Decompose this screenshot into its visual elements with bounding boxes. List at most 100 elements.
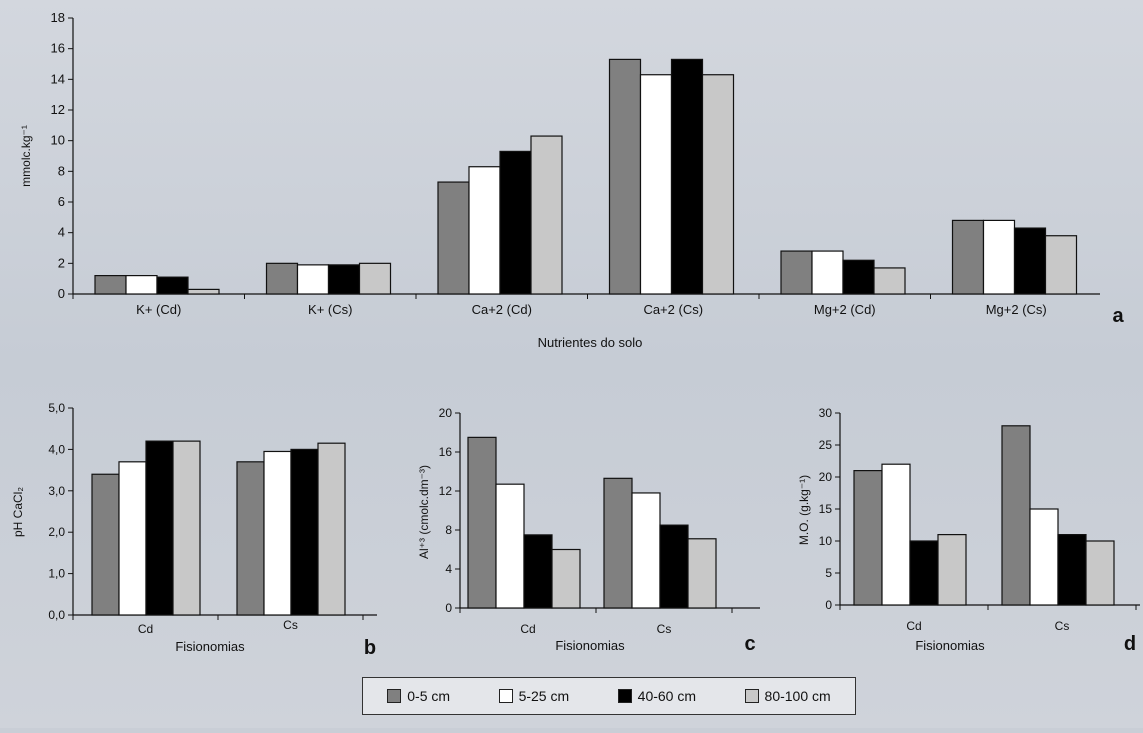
y-tick-label: 25 (819, 438, 833, 452)
legend-label: 80-100 cm (764, 688, 831, 704)
panel-label: b (364, 637, 376, 659)
bar (530, 135, 563, 295)
legend-label: 40-60 cm (637, 688, 697, 704)
y-axis-label: pH CaCl₂ (11, 487, 25, 537)
bar (317, 442, 346, 616)
bar (499, 150, 532, 295)
bar (659, 524, 689, 609)
bar (670, 58, 704, 295)
bar (118, 461, 147, 616)
y-axis-label: M.O. (g.kg⁻¹) (797, 475, 811, 545)
bar (701, 74, 735, 295)
x-axis-label: Fisionomias (175, 639, 245, 654)
bar (811, 250, 844, 295)
y-tick-label: 10 (51, 133, 65, 148)
legend-item: 40-60 cm (617, 688, 697, 704)
x-tick-label: K+ (Cd) (136, 302, 181, 317)
y-tick-label: 20 (439, 406, 453, 420)
bar (290, 448, 319, 616)
bar (603, 477, 633, 609)
bar (523, 534, 553, 609)
bar (1044, 235, 1078, 295)
x-tick-label: Cd (520, 622, 535, 636)
x-tick-label: Ca+2 (Cs) (643, 302, 703, 317)
y-tick-label: 16 (51, 41, 65, 56)
bar (468, 166, 501, 295)
bar (265, 262, 299, 295)
y-axis-label: mmolc.kg⁻¹ (19, 125, 33, 187)
bar (780, 250, 813, 295)
bar (145, 440, 174, 616)
bar (937, 533, 967, 606)
bar (1001, 425, 1031, 606)
y-tick-label: 0 (445, 601, 452, 615)
y-tick-label: 1,0 (48, 567, 65, 581)
bar (1057, 533, 1087, 606)
bar (172, 440, 201, 616)
y-axis-label: Al⁺³ (cmolc.dm⁻³) (417, 465, 431, 559)
legend-item: 5-25 cm (498, 688, 570, 704)
bar (156, 276, 189, 295)
x-tick-label: Mg+2 (Cd) (814, 302, 876, 317)
bar (1029, 508, 1059, 606)
chart-panel-b: 0,0 1,0 2,0 3,0 4,0 5,0 Cd Cs Fisionomias pH CaCl… (11, 401, 377, 659)
y-tick-label: 0 (58, 286, 65, 301)
legend-item: 80-100 cm (744, 688, 831, 704)
legend-swatch (498, 689, 513, 703)
y-tick-label: 8 (445, 523, 452, 537)
bar (873, 267, 906, 295)
bar (842, 259, 875, 295)
bar (437, 181, 470, 295)
legend: 0-5 cm 5-25 cm 40-60 cm 80-100 cm (362, 677, 856, 715)
y-tick-label: 30 (819, 406, 833, 420)
bar (296, 264, 330, 295)
bar (909, 540, 939, 606)
bar (853, 470, 883, 606)
x-tick-label: Ca+2 (Cd) (472, 302, 532, 317)
y-tick-label: 12 (51, 102, 65, 117)
legend-label: 5-25 cm (518, 688, 570, 704)
y-tick-label: 3,0 (48, 484, 65, 498)
bar (608, 58, 642, 295)
x-axis-label: Fisionomias (915, 638, 985, 653)
x-tick-label: Cs (283, 618, 298, 632)
legend-swatch (387, 689, 402, 703)
y-tick-label: 5 (825, 566, 832, 580)
bar (495, 483, 525, 609)
bar (687, 538, 717, 609)
y-tick-label: 10 (819, 534, 833, 548)
y-tick-label: 0 (825, 598, 832, 612)
bar (881, 463, 911, 606)
y-tick-label: 4,0 (48, 442, 65, 456)
y-tick-label: 0,0 (48, 608, 65, 622)
x-tick-label: K+ (Cs) (308, 302, 352, 317)
chart-panel-d: 0 5 10 15 20 25 30 Cd Cs Fisionomias M.O. (g.kg⁻¹)… (797, 406, 1140, 655)
panel-label: c (744, 633, 755, 655)
bar (551, 548, 581, 609)
bar (467, 436, 497, 609)
bar (125, 275, 158, 295)
bar (358, 262, 392, 295)
x-tick-label: Cd (906, 619, 921, 633)
legend-label: 0-5 cm (407, 688, 451, 704)
bar (982, 219, 1016, 295)
y-tick-label: 5,0 (48, 401, 65, 415)
y-tick-label: 6 (58, 194, 65, 209)
bar (91, 473, 120, 616)
bar (631, 492, 661, 609)
x-axis-label: Nutrientes do solo (538, 335, 643, 350)
bar (1013, 227, 1047, 295)
x-axis-label: Fisionomias (555, 638, 625, 653)
x-tick-label: Cd (138, 622, 153, 636)
y-tick-label: 4 (445, 562, 452, 576)
legend-item: 0-5 cm (387, 688, 450, 704)
y-tick-label: 4 (58, 225, 65, 240)
bar (94, 275, 127, 295)
panel-label: a (1112, 305, 1124, 327)
bar (236, 461, 265, 616)
legend-swatch (617, 689, 632, 703)
panel-label: d (1124, 633, 1136, 655)
y-tick-label: 8 (58, 163, 65, 178)
